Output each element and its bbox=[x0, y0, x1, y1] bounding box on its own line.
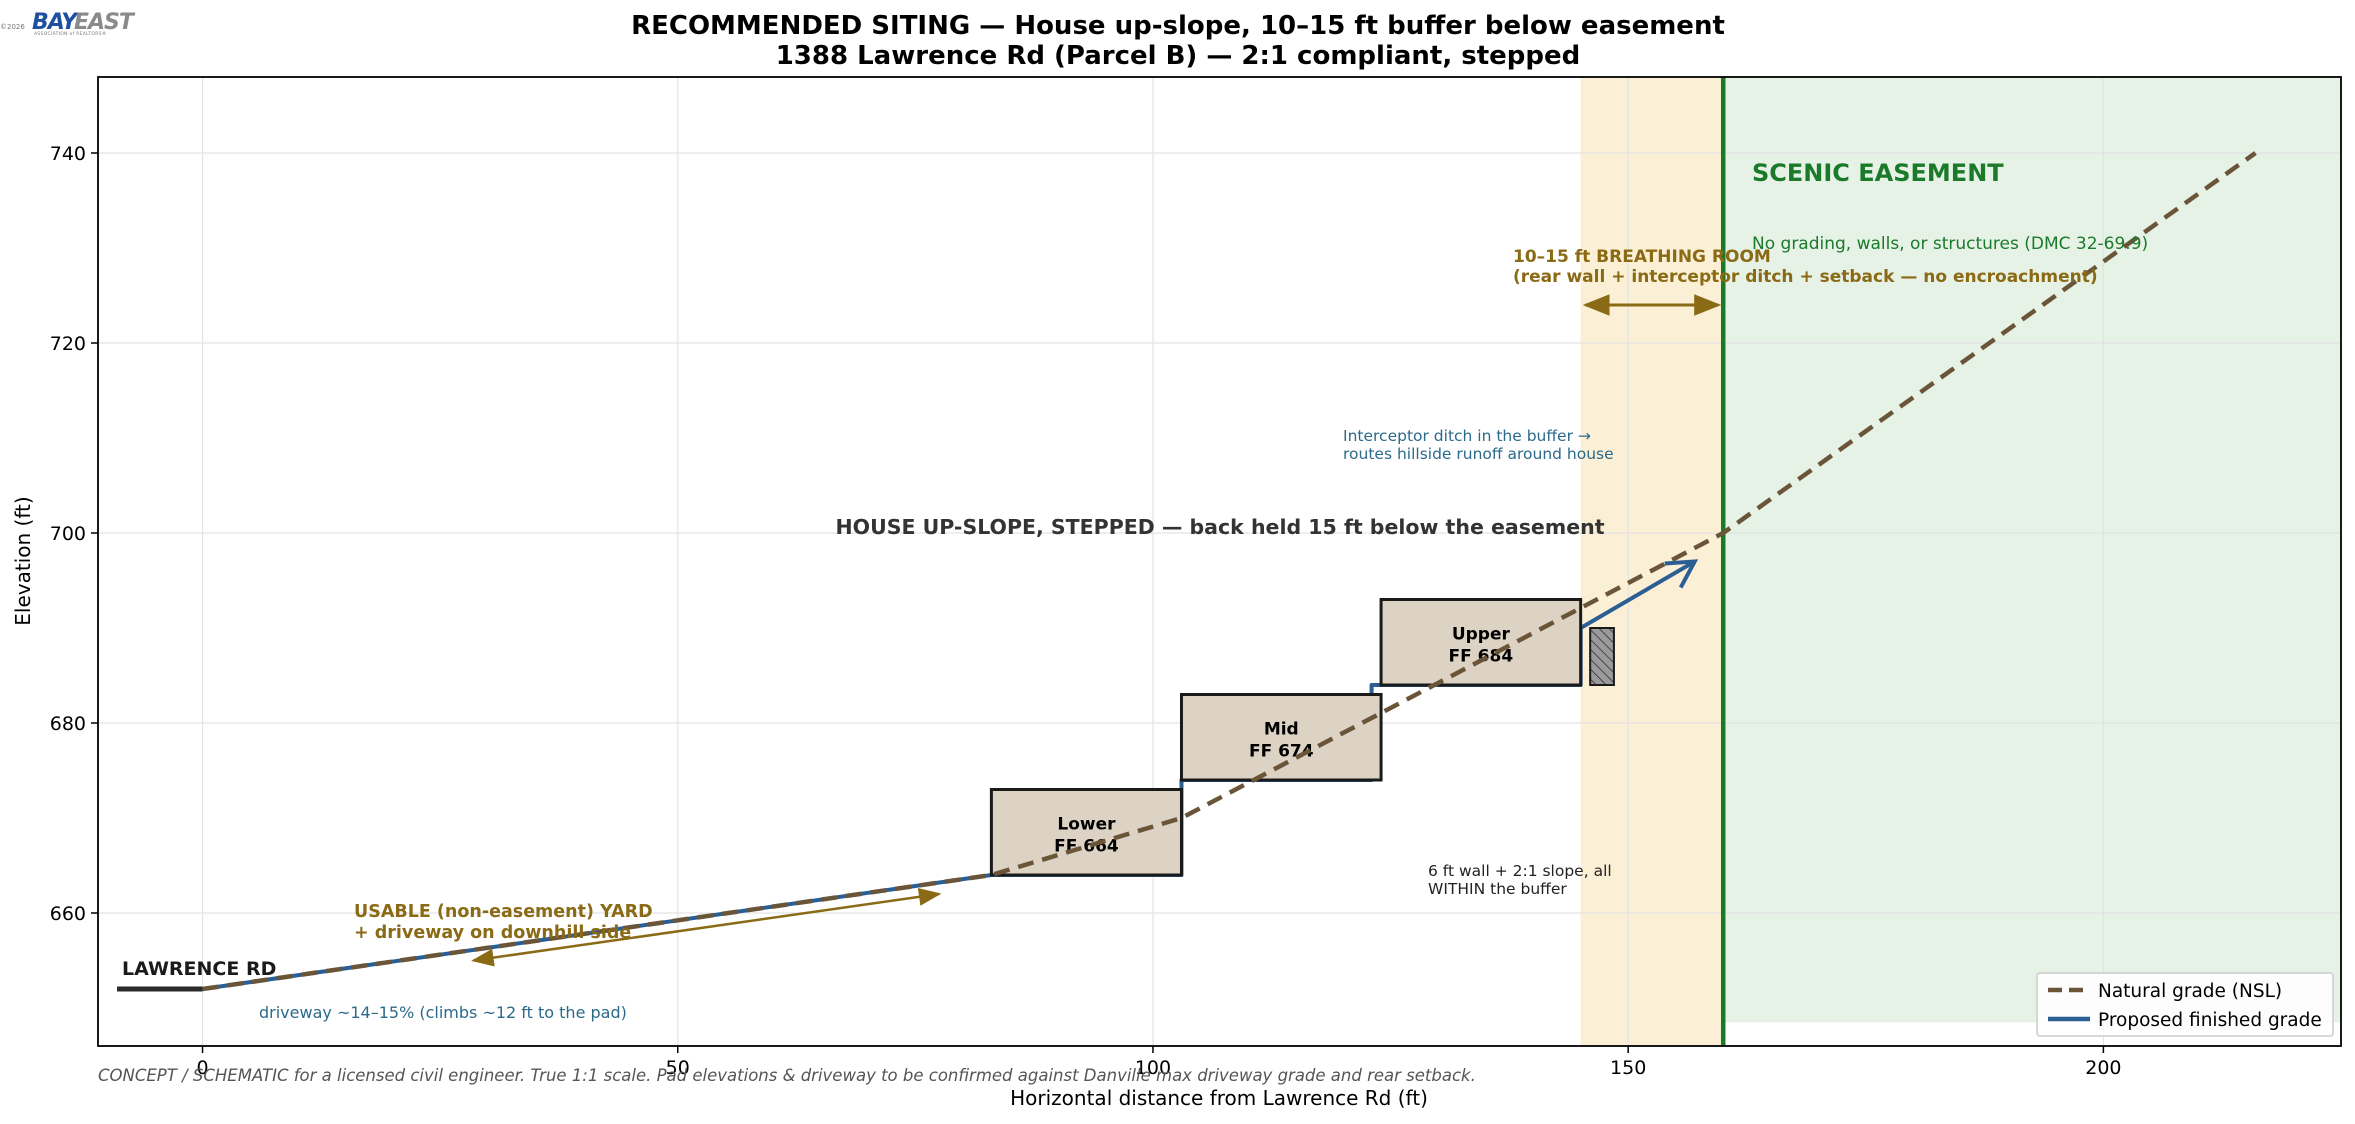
y-tick-label: 740 bbox=[50, 143, 86, 165]
x-tick-label: 100 bbox=[1135, 1057, 1171, 1079]
easement-title: SCENIC EASEMENT bbox=[1752, 159, 2004, 187]
yard-extent-arrow bbox=[471, 887, 942, 967]
x-tick-label: 200 bbox=[2085, 1057, 2121, 1079]
easement-zone bbox=[1723, 77, 2341, 1023]
yard-note-line1: USABLE (non-easement) YARD bbox=[354, 902, 653, 922]
ditch-note-line2: routes hillside runoff around house bbox=[1343, 445, 1614, 463]
logo-copyright: ©2026 bbox=[0, 23, 25, 31]
x-tick-label: 150 bbox=[1610, 1057, 1646, 1079]
y-tick-label: 720 bbox=[50, 333, 86, 355]
house-ff-lower: FF 664 bbox=[1054, 836, 1119, 856]
breathing-room-detail: (rear wall + interceptor ditch + setback… bbox=[1513, 267, 2098, 287]
buffer-zone bbox=[1580, 77, 1724, 1046]
wall-note-line2: WITHIN the buffer bbox=[1428, 880, 1567, 898]
chart-subtitle: 1388 Lawrence Rd (Parcel B) — 2:1 compli… bbox=[776, 41, 1581, 71]
legend-label-proposed: Proposed finished grade bbox=[2098, 1010, 2322, 1031]
y-tick-label: 700 bbox=[50, 523, 86, 545]
x-axis-label: Horizontal distance from Lawrence Rd (ft… bbox=[1010, 1086, 1428, 1110]
house-label-lower: Lower bbox=[1057, 814, 1116, 834]
ditch-note-line1: Interceptor ditch in the buffer → bbox=[1343, 427, 1591, 445]
easement-note: No grading, walls, or structures (DMC 32… bbox=[1752, 234, 2148, 254]
x-tick-label: 50 bbox=[666, 1057, 690, 1079]
plot-frame bbox=[97, 76, 2342, 1047]
road-label: LAWRENCE RD bbox=[122, 958, 276, 980]
chart-title: RECOMMENDED SITING — House up-slope, 10–… bbox=[631, 11, 1725, 41]
breathing-room-label: 10–15 ft BREATHING ROOM bbox=[1513, 247, 1771, 267]
house-label-mid: Mid bbox=[1264, 719, 1299, 739]
driveway-note: driveway ~14–15% (climbs ~12 ft to the p… bbox=[259, 1003, 627, 1022]
footer-note: CONCEPT / SCHEMATIC for a licensed civil… bbox=[98, 1066, 1476, 1085]
y-axis-label: Elevation (ft) bbox=[11, 496, 35, 625]
wall-note-line1: 6 ft wall + 2:1 slope, all bbox=[1428, 862, 1612, 880]
x-tick-label: 0 bbox=[196, 1057, 208, 1079]
y-tick-label: 660 bbox=[50, 903, 86, 925]
house-block-upper bbox=[1379, 598, 1583, 687]
legend: Natural grade (NSL) Proposed finished gra… bbox=[2036, 972, 2334, 1037]
logo-bay-text: BAY bbox=[32, 10, 77, 35]
legend-box bbox=[2036, 972, 2334, 1037]
logo-east-text: EAST bbox=[74, 10, 134, 35]
legend-label-natural: Natural grade (NSL) bbox=[2098, 981, 2282, 1002]
y-tick-label: 680 bbox=[50, 713, 86, 735]
ditch-arrowhead bbox=[1664, 559, 1699, 589]
house-upslope-note: HOUSE UP-SLOPE, STEPPED — back held 15 f… bbox=[835, 515, 1604, 539]
bayeast-logo: ©2026 BAY EAST ASSOCIATION of REALTORS® bbox=[0, 6, 150, 38]
yard-note-line2: + driveway on downhill side bbox=[354, 923, 631, 943]
retaining-wall bbox=[1589, 627, 1615, 686]
logo-subtitle: ASSOCIATION of REALTORS® bbox=[34, 32, 107, 37]
house-block-lower bbox=[989, 788, 1183, 877]
house-label-upper: Upper bbox=[1452, 624, 1511, 644]
